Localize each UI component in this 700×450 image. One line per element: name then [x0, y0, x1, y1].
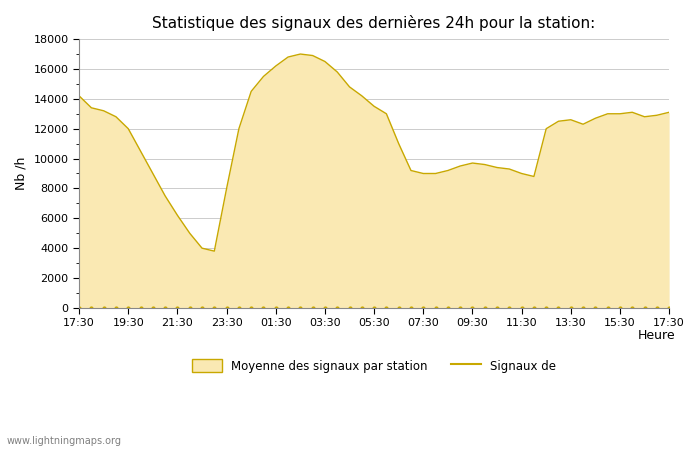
Legend: Moyenne des signaux par station, Signaux de: Moyenne des signaux par station, Signaux… — [188, 355, 561, 377]
Y-axis label: Nb /h: Nb /h — [15, 157, 28, 190]
Text: www.lightningmaps.org: www.lightningmaps.org — [7, 436, 122, 446]
Title: Statistique des signaux des dernières 24h pour la station:: Statistique des signaux des dernières 24… — [153, 15, 596, 31]
X-axis label: Heure: Heure — [638, 329, 675, 342]
